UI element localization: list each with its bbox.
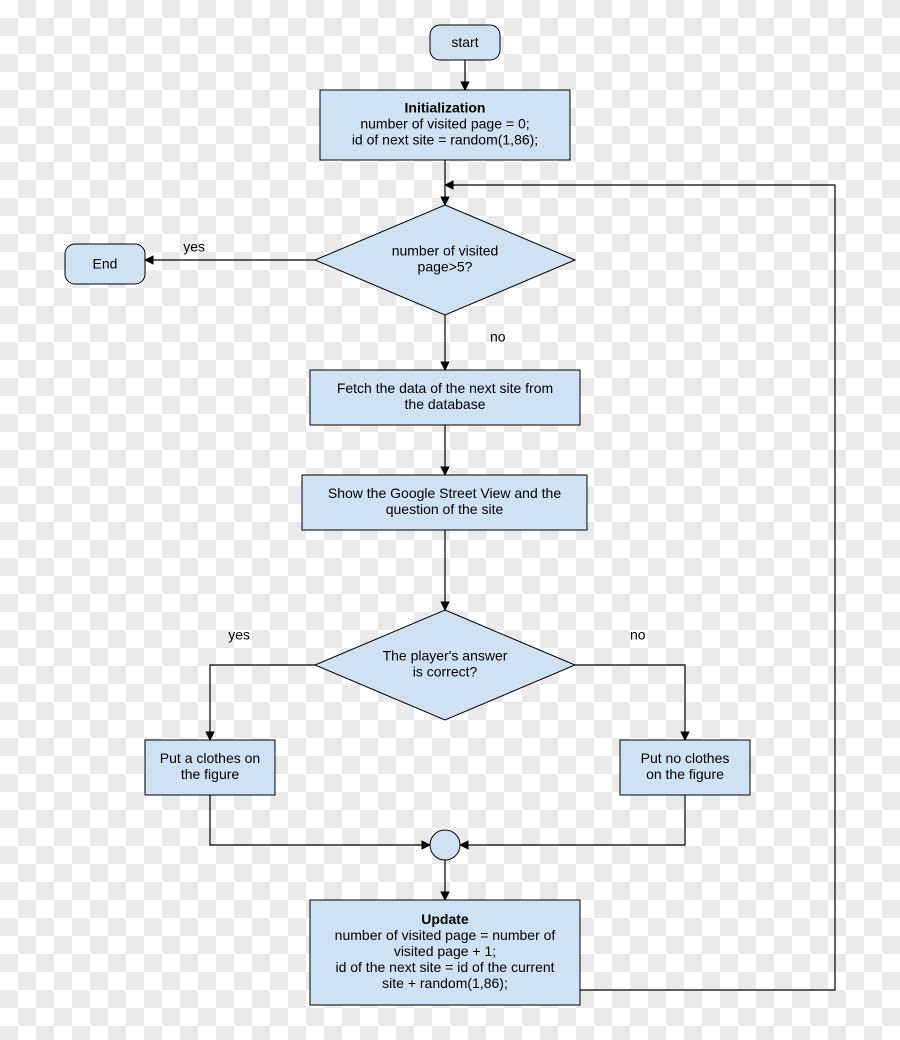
svg-text:no: no	[630, 627, 646, 643]
svg-text:number of visited page = numbe: number of visited page = number of	[335, 927, 556, 943]
flowchart: yesnoyesno startInitializationnumber of …	[0, 0, 900, 1040]
edge	[460, 795, 685, 845]
svg-text:no: no	[490, 329, 506, 345]
node-dec1: number of visitedpage>5?	[315, 205, 575, 315]
svg-text:Update: Update	[421, 911, 469, 927]
svg-text:Fetch the data of the next sit: Fetch the data of the next site from	[337, 380, 553, 396]
svg-text:yes: yes	[183, 239, 205, 255]
node-dec2: The player's answeris correct?	[315, 610, 575, 720]
node-put_no: Put no clotheson the figure	[620, 740, 750, 795]
svg-text:page>5?: page>5?	[418, 259, 473, 275]
node-join	[430, 830, 460, 860]
node-start: start	[430, 25, 500, 60]
svg-text:on the figure: on the figure	[646, 766, 724, 782]
node-update: Updatenumber of visited page = number of…	[310, 900, 580, 1005]
node-end: End	[65, 244, 145, 284]
svg-text:id of the next site = id of t: id of the next site = id of the current	[335, 959, 554, 975]
node-init: Initializationnumber of visited page = 0…	[320, 90, 570, 160]
svg-text:the figure: the figure	[181, 766, 240, 782]
svg-text:start: start	[451, 34, 478, 50]
svg-text:Put a clothes on: Put a clothes on	[160, 750, 260, 766]
svg-text:the database: the database	[405, 396, 486, 412]
edge: yes	[145, 239, 315, 260]
node-fetch: Fetch the data of the next site fromthe …	[310, 370, 580, 425]
edge	[210, 795, 430, 845]
svg-text:Put no clothes: Put no clothes	[641, 750, 730, 766]
edge	[445, 185, 835, 990]
svg-text:Show the Google Street View an: Show the Google Street View and the	[328, 485, 561, 501]
svg-text:question of the site: question of the site	[386, 501, 504, 517]
edge: no	[575, 627, 685, 740]
node-put_yes: Put a clothes onthe figure	[145, 740, 275, 795]
svg-text:visited page + 1;: visited page + 1;	[394, 943, 496, 959]
edge: yes	[210, 627, 315, 740]
svg-text:number of visited: number of visited	[392, 243, 499, 259]
svg-text:is correct?: is correct?	[413, 664, 478, 680]
edge: no	[445, 315, 506, 370]
svg-text:id of next site = random(1,86): id of next site = random(1,86);	[352, 132, 538, 148]
svg-text:The player's answer: The player's answer	[383, 648, 508, 664]
svg-text:number of visited page = 0;: number of visited page = 0;	[360, 116, 529, 132]
svg-text:End: End	[93, 256, 118, 272]
svg-text:Initialization: Initialization	[405, 100, 486, 116]
node-show: Show the Google Street View and thequest…	[302, 475, 587, 530]
svg-text:site + random(1,86);: site + random(1,86);	[382, 975, 508, 991]
svg-text:yes: yes	[228, 627, 250, 643]
